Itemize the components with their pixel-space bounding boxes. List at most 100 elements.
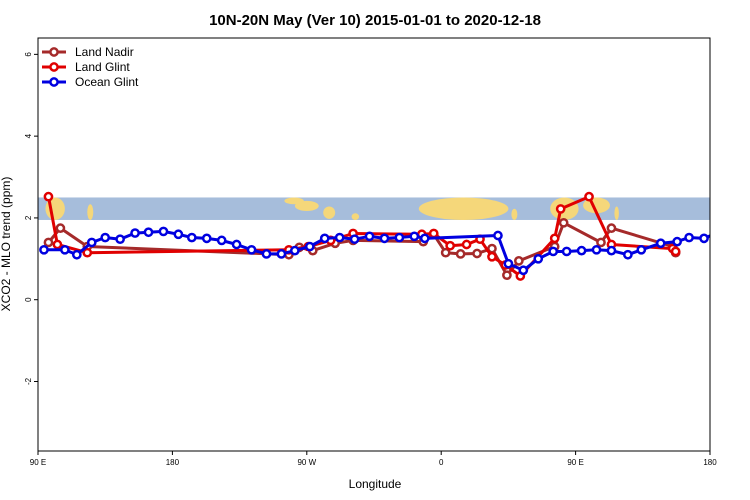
chart-title: 10N-20N May (Ver 10) 2015-01-01 to 2020-… [209, 12, 541, 29]
data-point [606, 245, 617, 256]
data-point [636, 244, 647, 255]
y-tick-label: 4 [24, 133, 33, 138]
data-point [261, 249, 272, 259]
data-point [493, 230, 503, 241]
data-point [584, 191, 594, 202]
legend-item: Land Glint [42, 60, 130, 74]
legend-label: Land Glint [75, 60, 130, 74]
data-point [576, 245, 587, 256]
background-map-band [38, 197, 710, 220]
data-point [503, 258, 514, 269]
x-tick-label: 90 E [567, 458, 583, 467]
data-point [729, 229, 736, 236]
data-point [231, 239, 242, 250]
data-point [115, 234, 125, 245]
map-land-10 [614, 206, 619, 220]
data-point [549, 233, 560, 244]
data-point [487, 251, 497, 262]
x-axis-label: Longitude [349, 477, 402, 491]
data-point [143, 227, 154, 238]
x-tick-label: 0 [439, 458, 444, 467]
legend-swatch-marker [49, 77, 59, 87]
x-tick-label: 180 [166, 458, 180, 467]
map-ocean [38, 197, 710, 220]
data-point [43, 191, 54, 202]
data-point [555, 204, 566, 214]
data-point [173, 229, 184, 240]
series-ocean-glint [39, 226, 750, 276]
data-point [276, 249, 287, 259]
data-point [86, 237, 97, 248]
legend-item: Land Nadir [42, 45, 134, 59]
data-point [514, 256, 524, 266]
x-tick-label: 90 E [30, 458, 46, 467]
data-point [455, 249, 466, 259]
data-point [744, 227, 750, 234]
x-tick-label: 180 [703, 458, 717, 467]
map-land-3 [294, 200, 319, 211]
y-tick-label: 2 [24, 215, 33, 220]
data-point [130, 228, 140, 238]
data-point [39, 244, 49, 255]
y-tick-label: -2 [24, 377, 33, 385]
data-point [304, 241, 315, 252]
data-point [394, 232, 405, 243]
data-point [518, 265, 529, 276]
data-point [290, 245, 300, 256]
data-point [100, 232, 111, 243]
data-point [319, 233, 330, 244]
map-land-7 [511, 208, 518, 220]
x-tick-label: 90 W [297, 458, 316, 467]
data-point [548, 246, 559, 257]
y-tick-label: 0 [24, 297, 33, 302]
legend-item: Ocean Glint [42, 75, 139, 89]
series-layer [39, 191, 750, 281]
data-point [445, 240, 456, 251]
map-land-4 [323, 206, 336, 219]
data-point [52, 239, 63, 250]
data-point [158, 226, 169, 237]
data-point [428, 228, 439, 239]
data-point [82, 247, 93, 258]
data-point [246, 244, 257, 255]
data-point [409, 231, 420, 242]
data-point [334, 232, 345, 243]
data-point [60, 244, 70, 255]
legend-swatch-marker [49, 62, 59, 72]
data-point [186, 232, 197, 243]
data-point [379, 233, 390, 244]
data-point [655, 238, 666, 249]
data-point [591, 244, 602, 255]
data-point [461, 239, 472, 250]
data-point [558, 217, 569, 228]
map-land-5 [351, 213, 360, 220]
data-point [419, 233, 430, 244]
data-point [596, 237, 606, 248]
data-point [672, 236, 682, 247]
x-axis: 90 E 180 90 W 0 90 E 180 [30, 451, 717, 467]
legend-swatch-marker [49, 47, 59, 57]
data-point [216, 235, 227, 246]
map-land-6 [418, 197, 509, 220]
map-land-1 [87, 204, 94, 220]
data-point [623, 249, 633, 260]
data-point [533, 253, 544, 264]
y-axis: -2 0 2 4 6 [24, 52, 38, 385]
data-point [364, 231, 375, 242]
data-point [55, 223, 66, 233]
data-point [715, 229, 722, 236]
data-point [349, 234, 360, 245]
data-point [670, 246, 681, 257]
legend-label: Land Nadir [75, 45, 134, 59]
data-point [440, 247, 451, 258]
data-point [43, 237, 54, 248]
data-point [684, 232, 694, 243]
data-point [472, 248, 482, 259]
legend-label: Ocean Glint [75, 75, 139, 89]
data-point [699, 233, 709, 244]
data-point [502, 270, 512, 281]
y-tick-label: 6 [24, 52, 33, 57]
data-point [606, 223, 617, 233]
